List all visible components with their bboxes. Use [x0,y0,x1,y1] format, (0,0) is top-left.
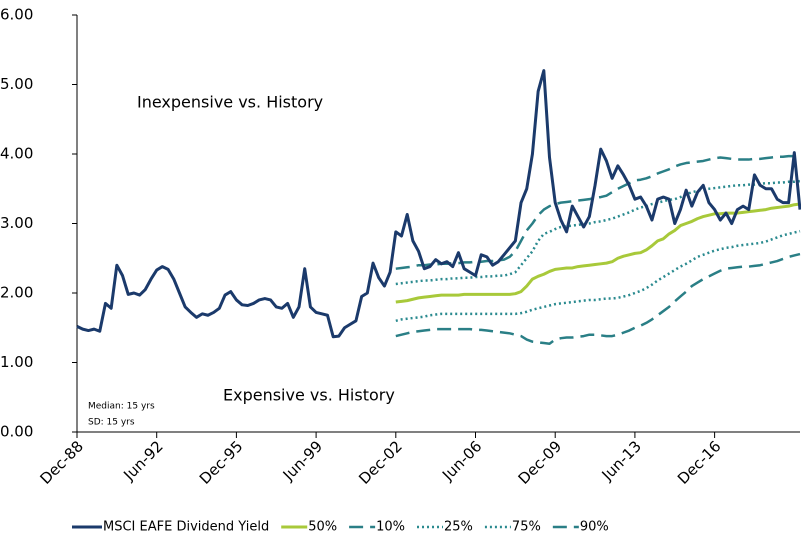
x-tick-label: Dec-16 [674,437,725,488]
annotation: Median: 15 yrs [88,402,155,412]
annotation: SD: 15 yrs [88,418,135,428]
series-line [76,69,801,339]
series-line [395,179,801,286]
x-tick-label: Dec-02 [355,437,406,488]
legend-label: 75% [512,520,541,535]
y-tick-label: 2.00 [0,284,33,302]
x-tick-label: Jun-99 [279,437,326,484]
x-tick-label: Dec-09 [515,437,566,488]
y-tick-label: 0.00 [0,423,33,441]
x-tick-label: Jun-13 [598,437,645,484]
y-tick-label: 3.00 [0,214,33,232]
y-tick-label: 4.00 [0,145,33,163]
series-line [395,252,801,345]
legend-label: MSCI EAFE Dividend Yield [103,520,269,535]
annotation: Inexpensive vs. History [137,93,323,112]
y-tick-label: 5.00 [0,75,33,93]
x-tick-label: Jun-92 [119,437,166,484]
y-tick-label: 1.00 [0,353,33,371]
legend-label: 25% [444,520,473,535]
x-tick-label: Jun-06 [438,437,485,484]
legend-label: 90% [580,520,609,535]
legend-label: 10% [376,520,405,535]
series-line [395,229,801,323]
series-line [395,202,801,304]
y-tick-label: 6.00 [0,6,33,24]
legend-label: 50% [308,520,337,535]
annotation: Expensive vs. History [223,386,395,405]
x-tick-label: Dec-95 [196,437,247,488]
x-tick-label: Dec-88 [36,437,87,488]
